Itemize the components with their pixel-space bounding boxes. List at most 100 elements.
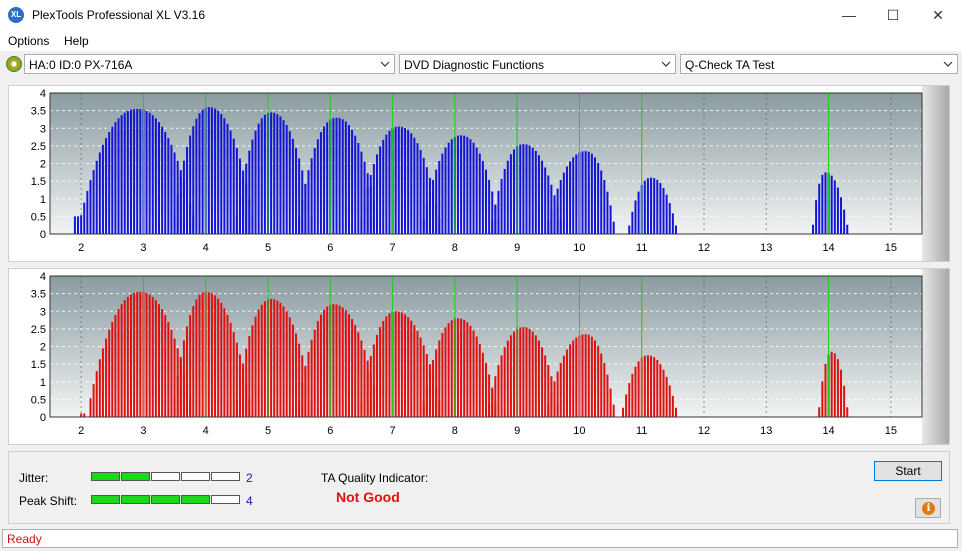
drive-select[interactable]: HA:0 ID:0 PX-716A xyxy=(24,54,395,74)
bar xyxy=(509,154,512,234)
bar xyxy=(840,197,843,234)
menu-options[interactable]: Options xyxy=(8,34,50,48)
bar xyxy=(603,180,606,234)
test-select[interactable]: Q-Check TA Test xyxy=(680,54,958,74)
chart-side-shade xyxy=(922,269,949,444)
bar xyxy=(173,338,176,417)
x-tick-label: 4 xyxy=(203,425,209,437)
info-icon: i xyxy=(922,502,935,515)
x-tick-label: 3 xyxy=(140,242,146,254)
bar xyxy=(376,154,378,234)
bar xyxy=(522,144,525,234)
bar xyxy=(407,316,410,417)
bar xyxy=(397,311,400,417)
ta-quality-value: Not Good xyxy=(336,489,400,505)
bar xyxy=(344,310,347,417)
bar xyxy=(232,138,235,234)
bar xyxy=(472,142,475,234)
info-button[interactable]: i xyxy=(915,498,941,518)
bar xyxy=(612,404,615,417)
bar xyxy=(519,327,522,417)
plot-border xyxy=(49,275,923,418)
function-select[interactable]: DVD Diagnostic Functions xyxy=(399,54,676,74)
start-button[interactable]: Start xyxy=(874,461,942,481)
bar xyxy=(456,135,459,234)
bar xyxy=(80,215,83,234)
bar xyxy=(298,216,301,234)
bar xyxy=(572,340,575,417)
bar xyxy=(310,158,313,234)
land-chart-panel: 0 0.5 1 1.5 2 2.5 3 3.5 4 2 3 4 5 6 7 8 9 10 11 12 13 14 15 xyxy=(8,85,950,262)
y-tick-label: 1 xyxy=(40,377,46,389)
bar xyxy=(263,114,266,234)
bar xyxy=(351,129,354,234)
bar xyxy=(98,359,101,417)
close-button[interactable]: ✕ xyxy=(932,7,944,23)
bar xyxy=(506,340,509,417)
bar xyxy=(313,147,316,234)
bar xyxy=(129,294,132,417)
bar xyxy=(469,139,472,234)
bar xyxy=(251,325,254,417)
bar xyxy=(210,107,213,234)
bar xyxy=(556,371,559,417)
meter-cell xyxy=(121,472,150,481)
meter-cell xyxy=(181,472,210,481)
bar xyxy=(833,180,836,234)
x-tick-label: 7 xyxy=(390,425,396,437)
bar xyxy=(394,126,397,234)
bar xyxy=(668,385,671,417)
bar xyxy=(176,194,179,234)
peak-shift-label: Peak Shift: xyxy=(19,494,78,508)
bar xyxy=(509,335,512,417)
bar xyxy=(83,413,86,417)
bar xyxy=(843,385,846,417)
bar xyxy=(646,178,649,234)
y-tick-label: 3 xyxy=(40,306,46,318)
bar xyxy=(438,340,441,417)
meter-cell xyxy=(211,472,240,481)
menu-help[interactable]: Help xyxy=(64,34,89,48)
bar xyxy=(232,332,235,417)
bar xyxy=(413,325,416,417)
maximize-button[interactable]: ☐ xyxy=(886,7,900,23)
plot-border xyxy=(49,92,923,235)
drive-select-value: HA:0 ID:0 PX-716A xyxy=(29,58,133,72)
x-tick-label: 3 xyxy=(140,425,146,437)
bar xyxy=(643,355,646,417)
bar xyxy=(382,139,385,234)
x-tick-label: 2 xyxy=(78,242,84,254)
y-tick-label: 3.5 xyxy=(31,106,46,118)
bar xyxy=(223,118,226,234)
x-tick-label: 11 xyxy=(636,425,647,437)
x-tick-label: 7 xyxy=(390,242,396,254)
bar xyxy=(413,137,416,234)
bar xyxy=(251,139,254,234)
minimize-button[interactable]: — xyxy=(842,7,856,23)
bar xyxy=(73,216,76,234)
bar xyxy=(534,150,537,234)
bar xyxy=(242,178,245,234)
bar xyxy=(572,157,575,234)
bar xyxy=(136,292,139,417)
bar xyxy=(354,325,357,417)
bar xyxy=(164,132,167,234)
x-tick-label: 5 xyxy=(265,425,271,437)
bar xyxy=(812,224,814,234)
bar xyxy=(80,413,83,417)
bar xyxy=(547,221,550,234)
bar xyxy=(214,295,217,417)
meter-cell xyxy=(121,495,150,504)
bar xyxy=(597,345,600,417)
bar xyxy=(674,407,677,417)
bar xyxy=(656,179,659,234)
bar xyxy=(506,160,509,234)
bar xyxy=(151,115,154,234)
function-select-value: DVD Diagnostic Functions xyxy=(404,58,545,72)
bar xyxy=(273,299,276,417)
bar xyxy=(562,172,565,234)
bar xyxy=(86,190,89,234)
bar xyxy=(295,147,298,234)
bar xyxy=(248,336,251,417)
bar xyxy=(133,292,136,417)
